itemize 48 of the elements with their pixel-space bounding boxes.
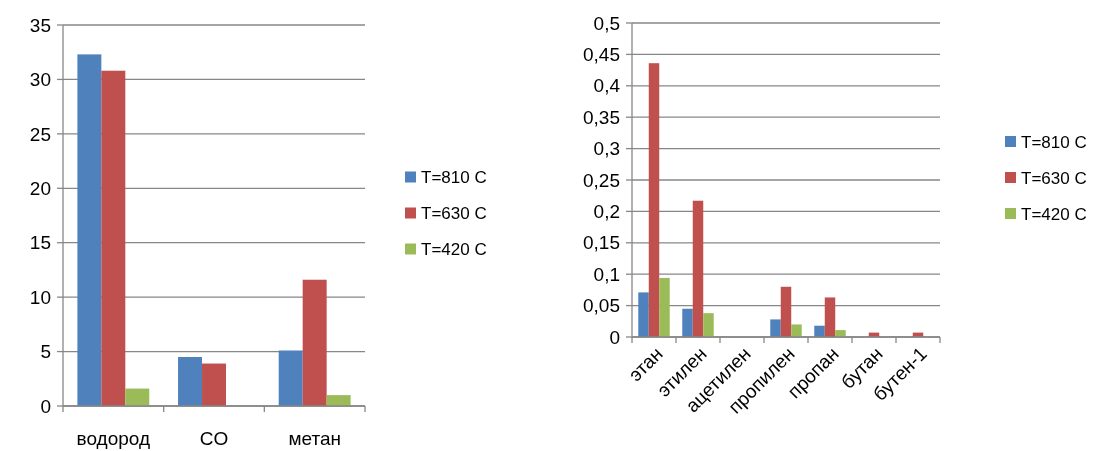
legend-label: T=420 C (1021, 204, 1087, 224)
y-tick-label: 15 (29, 232, 51, 254)
y-tick-label: 0,1 (593, 263, 620, 285)
y-tick-label: 20 (29, 177, 51, 199)
legend-label: T=630 C (421, 204, 487, 224)
y-tick-label: 35 (29, 14, 51, 36)
bar (703, 313, 714, 337)
y-tick-label: 0 (609, 326, 620, 348)
bar (780, 286, 792, 337)
legend-label: T=420 C (421, 240, 487, 260)
y-tick-label: 0,45 (583, 44, 620, 66)
y-tick-label: 0,4 (593, 75, 621, 97)
bar (770, 319, 781, 337)
y-tick-label: 30 (29, 69, 51, 91)
bar (77, 54, 102, 406)
y-tick-label: 0,35 (583, 106, 620, 128)
y-tick-label: 0,05 (583, 295, 620, 317)
bar (692, 200, 704, 337)
x-tick-label: водород (76, 428, 151, 449)
bar (178, 357, 203, 406)
bar (648, 63, 660, 337)
x-tick-label: CO (199, 428, 229, 449)
legend-label: T=810 C (1021, 132, 1087, 152)
bar (101, 70, 126, 406)
y-tick-label: 5 (40, 341, 51, 363)
bar (278, 350, 303, 406)
bar (125, 388, 150, 406)
y-tick-label: 10 (29, 286, 51, 308)
bar (682, 308, 693, 337)
bar (835, 330, 846, 337)
y-tick-label: 0 (40, 395, 51, 417)
y-tick-label: 0,25 (583, 169, 620, 191)
bar (202, 363, 226, 406)
y-tick-label: 0,5 (593, 12, 620, 34)
y-tick-label: 0,3 (593, 138, 620, 160)
x-tick-label: метан (288, 428, 341, 449)
bar (824, 297, 836, 337)
bar (326, 395, 351, 406)
bar (659, 277, 670, 337)
y-tick-label: 25 (29, 123, 51, 145)
legend-label: T=810 C (421, 168, 487, 188)
legend-label: T=630 C (1021, 168, 1087, 188)
bar (791, 324, 802, 337)
bar (814, 325, 825, 337)
y-tick-label: 0,2 (593, 201, 620, 223)
y-tick-label: 0,15 (583, 232, 620, 254)
bar (302, 279, 327, 406)
bar (638, 292, 649, 337)
